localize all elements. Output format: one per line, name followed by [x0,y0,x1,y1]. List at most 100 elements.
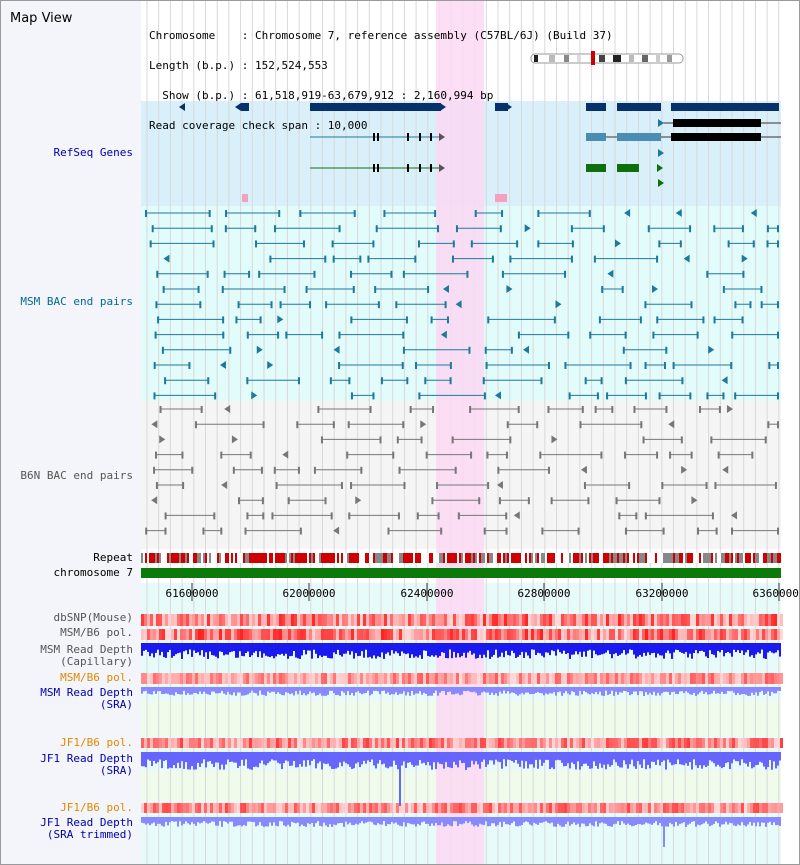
polymorphism-cell [507,629,510,640]
polymorphism-cell [552,803,555,813]
polymorphism-cell [612,629,615,640]
track-label-jf1-depth[interactable]: JF1 Read Depth (SRA) [40,752,133,777]
polymorphism-cell [330,629,333,640]
polymorphism-cell [198,614,201,626]
polymorphism-cell [177,738,180,748]
read-depth-bar [531,687,533,694]
read-depth-bar [635,817,637,826]
polymorphism-cell [564,803,567,813]
read-depth-bar [261,817,263,826]
read-depth-bar [421,687,423,695]
read-depth-bar [277,752,279,763]
repeat-element [667,553,669,563]
polymorphism-cell [612,803,615,813]
b6n-bac-pair-end [624,527,627,535]
read-depth-bar [725,687,727,694]
track-label-msm-pol[interactable]: MSM/B6 pol. [60,626,133,639]
polymorphism-cell [396,738,399,748]
read-depth-bar [383,817,385,822]
track-label-msm-depth-sra[interactable]: MSM Read Depth (SRA) [40,686,133,711]
track-label-msm-bac[interactable]: MSM BAC end pairs [20,295,133,308]
axis-tick-label: 62400000 [400,587,454,600]
track-label-dbsnp[interactable]: dbSNP(Mouse) [53,611,133,624]
read-depth-bar [687,752,689,766]
repeat-element [145,553,147,563]
repeat-element [541,553,543,563]
track-label-jf1-pol-trimmed[interactable]: JF1/B6 pol. [60,801,133,814]
polymorphism-cell [552,738,555,748]
polymorphism-cell [576,803,579,813]
read-depth-bar [471,687,473,693]
track-label-jf1-depth-trimmed[interactable]: JF1 Read Depth (SRA trimmed) [40,816,133,841]
polymorphism-cell [153,803,156,813]
polymorphism-cell [621,673,624,684]
polymorphism-cell [606,614,609,626]
polymorphism-cell [603,673,606,684]
read-depth-bar [681,643,683,653]
read-depth-bar [145,752,147,768]
read-depth-bar [735,687,737,696]
polymorphism-cell [315,673,318,684]
polymorphism-cell [579,614,582,626]
polymorphism-cell [480,614,483,626]
read-depth-bar [357,687,359,692]
read-depth-bar [293,687,295,696]
track-label-b6n-bac[interactable]: B6N BAC end pairs [20,469,133,482]
read-depth-bar [463,817,465,824]
polymorphism-cell [540,738,543,748]
polymorphism-cell [573,629,576,640]
track-label-jf1-pol[interactable]: JF1/B6 pol. [60,736,133,749]
repeat-element [465,553,467,563]
read-depth-bar [767,817,769,823]
track-label-refseq[interactable]: RefSeq Genes [53,146,133,159]
read-depth-bar [385,687,387,694]
repeat-element [501,553,503,563]
read-depth-bar [321,817,323,827]
track-label-msm-pol-sra[interactable]: MSM/B6 pol. [60,671,133,684]
polymorphism-cell [636,738,639,748]
polymorphism-cell [678,614,681,626]
polymorphism-cell [756,629,759,640]
polymorphism-cell [492,738,495,748]
polymorphism-cell [741,614,744,626]
repeat-element [179,553,181,563]
polymorphism-cell [510,629,513,640]
read-depth-bar [179,752,181,769]
read-depth-bar [383,687,385,691]
msm-bac-pair-end [760,301,763,309]
read-depth-bar [481,817,483,825]
read-depth-bar [191,817,193,823]
b6n-bac-pair-end [324,497,327,505]
polymorphism-cell [693,614,696,626]
read-depth-bar [743,752,745,763]
read-depth-bar [601,643,603,655]
read-depth-bar [209,752,211,762]
msm-bac-pair-end [570,255,573,263]
read-depth-bar [767,687,769,692]
polymorphism-cell [648,673,651,684]
polymorphism-cell [651,803,654,813]
polymorphism-cell [366,803,369,813]
track-label-msm-depth-capillary[interactable]: MSM Read Depth (Capillary) [40,643,133,668]
map-view-title: Map View [10,11,73,26]
repeat-element [611,553,613,563]
msm-bac-pair-end [444,301,447,309]
b6n-bac-pair-end [202,527,205,535]
repeat-element [395,553,397,563]
read-depth-bar [745,687,747,695]
strand-arrow [440,330,447,339]
polymorphism-cell [363,673,366,684]
b6n-bac-pair-end [317,406,320,413]
polymorphism-cell [180,803,183,813]
polymorphism-cell [765,738,768,748]
polymorphism-cell [684,738,687,748]
read-depth-bar [729,687,731,692]
polymorphism-cell [282,738,285,748]
read-depth-bar [387,687,389,693]
repeat-element [557,553,559,563]
polymorphism-cell [522,614,525,626]
read-depth-bar [193,643,195,651]
polymorphism-cell [732,629,735,640]
polymorphism-cell [204,738,207,748]
